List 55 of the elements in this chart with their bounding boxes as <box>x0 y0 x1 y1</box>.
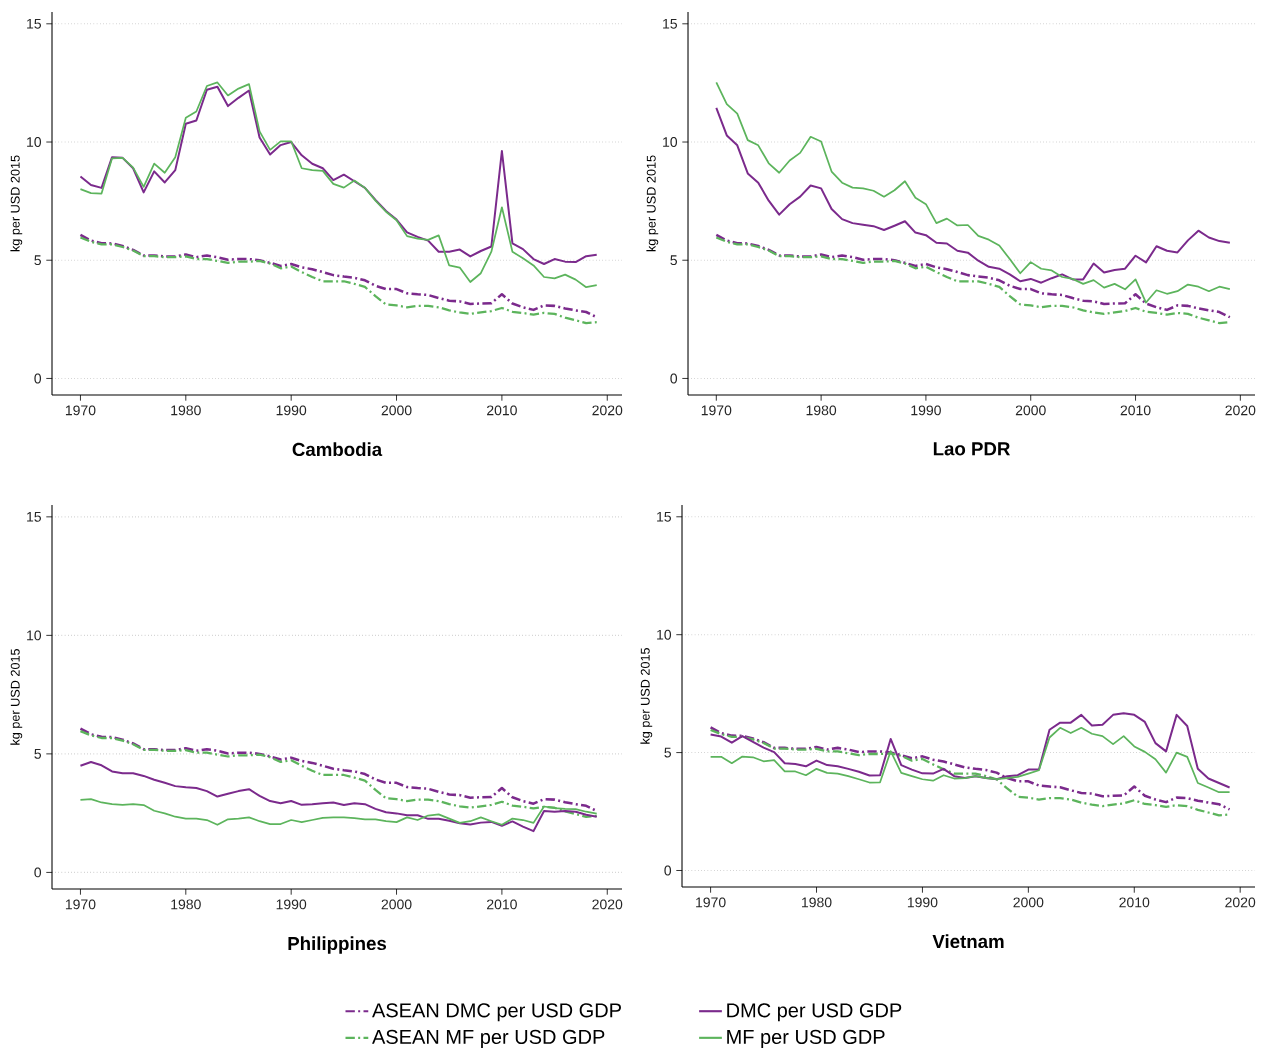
x-tick-label: 1980 <box>806 405 837 416</box>
x-tick-label: 1990 <box>907 897 938 908</box>
x-tick-label: 2000 <box>381 405 412 416</box>
text: Cambodia <box>292 442 383 457</box>
legend-label: MF per USD GDP <box>727 1029 885 1048</box>
y-tick-label: 15 <box>663 18 678 29</box>
y-axis-title: kg per USD 2015 <box>10 155 23 252</box>
y-axis-title: kg per USD 2015 <box>646 155 659 252</box>
y-tick-label: 15 <box>657 511 672 522</box>
y-tick-label: 15 <box>27 511 42 522</box>
text: Philippines <box>288 936 387 954</box>
y-tick-label: 5 <box>664 747 672 758</box>
y-tick-label: 5 <box>670 255 678 266</box>
x-tick-label: 2010 <box>487 899 517 910</box>
y-tick-label: 0 <box>664 865 672 876</box>
x-tick-label: 1970 <box>65 405 96 416</box>
x-tick-label: 1980 <box>171 405 201 416</box>
text: Vietnam <box>932 934 1004 949</box>
x-tick-label: 2000 <box>381 899 412 910</box>
x-tick-label: 1980 <box>171 899 201 910</box>
line-series <box>79 760 598 833</box>
x-tick-label: 2020 <box>1225 897 1256 908</box>
x-tick-label: 2000 <box>1013 897 1044 908</box>
legend-label: DMC per USD GDP <box>727 1003 902 1022</box>
y-tick-label: 5 <box>34 255 42 266</box>
x-tick-label: 2020 <box>592 405 623 416</box>
y-tick-label: 5 <box>34 749 42 759</box>
y-tick-label: 10 <box>663 137 678 147</box>
legend-label: ASEAN DMC per USD GDP <box>372 1003 621 1022</box>
x-tick-label: 1970 <box>696 897 726 908</box>
x-tick-label: 2010 <box>487 405 517 416</box>
x-tick-label: 1990 <box>276 405 307 416</box>
x-tick-label: 1990 <box>911 405 941 416</box>
y-tick-label: 10 <box>657 629 672 640</box>
y-tick-label: 10 <box>27 630 42 641</box>
y-tick-label: 10 <box>27 137 42 147</box>
text: Lao PDR <box>933 442 1011 456</box>
line-series <box>715 81 1231 304</box>
y-tick-label: 0 <box>34 867 42 878</box>
y-tick-label: 0 <box>670 373 678 384</box>
y-tick-label: 0 <box>34 373 42 384</box>
x-tick-label: 2000 <box>1015 405 1046 416</box>
x-tick-label: 1990 <box>276 899 307 910</box>
x-tick-label: 2020 <box>592 899 623 910</box>
y-axis-title: kg per USD 2015 <box>640 647 653 744</box>
legend-label: ASEAN MF per USD GDP <box>372 1029 605 1048</box>
y-axis-title: kg per USD 2015 <box>10 648 23 745</box>
y-tick-label: 15 <box>27 18 42 29</box>
x-tick-label: 2010 <box>1119 897 1150 908</box>
x-tick-label: 1980 <box>802 897 832 908</box>
x-tick-label: 2010 <box>1120 405 1151 416</box>
x-tick-label: 2020 <box>1225 405 1256 416</box>
x-tick-label: 1970 <box>65 899 96 910</box>
x-tick-label: 1970 <box>701 405 732 416</box>
line-series <box>715 106 1231 284</box>
